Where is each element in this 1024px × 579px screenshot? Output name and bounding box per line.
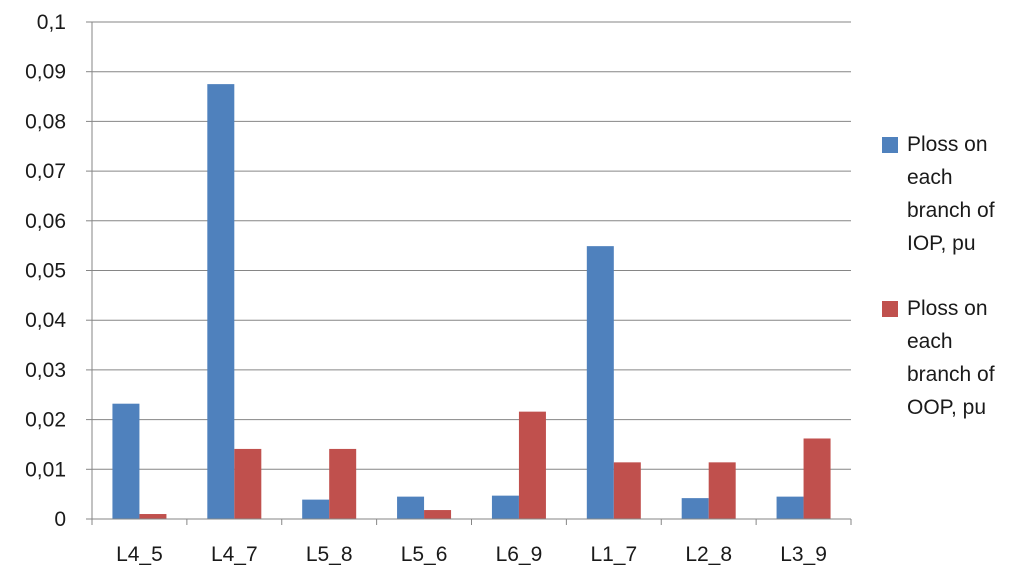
- bar-oop-L1_7: [613, 462, 641, 519]
- x-tick-label: L3_9: [780, 543, 827, 566]
- x-tick-label: L2_8: [685, 543, 732, 566]
- y-tick-label: 0,02: [25, 409, 66, 432]
- bar-oop-L3_9: [803, 438, 831, 519]
- x-tick-label: L6_9: [496, 543, 543, 566]
- x-tick-label: L5_6: [401, 543, 448, 566]
- legend-label-oop: Ploss on each branch of OOP, pu: [907, 297, 995, 419]
- bar-oop-L4_5: [139, 514, 167, 519]
- y-tick-label: 0,09: [25, 61, 66, 84]
- y-tick-label: 0,1: [37, 11, 66, 34]
- x-tick-label: L4_7: [211, 543, 258, 566]
- legend-swatch-oop: [882, 301, 898, 317]
- y-tick-label: 0,01: [25, 458, 66, 481]
- axes: [86, 21, 852, 525]
- bar-iop-L6_9: [491, 495, 519, 519]
- y-tick-label: 0,08: [25, 110, 66, 133]
- x-tick-label: L5_8: [306, 543, 353, 566]
- gridlines: [92, 21, 851, 520]
- bar-iop-L5_6: [397, 496, 425, 519]
- y-tick-label: 0,03: [25, 359, 66, 382]
- legend-label-iop: Ploss on each branch of IOP, pu: [907, 133, 995, 255]
- bar-oop-L5_8: [329, 448, 357, 519]
- bar-iop-L1_7: [586, 246, 614, 519]
- bar-iop-L3_9: [776, 496, 804, 519]
- y-tick-label: 0,05: [25, 260, 66, 283]
- y-tick-label: 0,04: [25, 309, 66, 332]
- bar-iop-L2_8: [681, 498, 709, 519]
- bar-iop-L5_8: [302, 499, 330, 519]
- bar-iop-L4_5: [112, 403, 140, 519]
- bar-oop-L5_6: [424, 510, 452, 519]
- x-tick-labels: L4_5 L4_7 L5_8 L5_6 L6_9 L1_7 L2_8 L3_9: [116, 543, 827, 566]
- bars: [112, 84, 831, 519]
- bar-oop-L6_9: [518, 411, 546, 519]
- y-tick-label: 0: [54, 508, 66, 531]
- legend-swatch-iop: [882, 137, 898, 153]
- y-tick-label: 0,06: [25, 210, 66, 233]
- bar-oop-L4_7: [234, 448, 262, 519]
- x-tick-label: L4_5: [116, 543, 163, 566]
- bar-iop-L4_7: [207, 84, 235, 519]
- y-tick-label: 0,07: [25, 160, 66, 183]
- bar-oop-L2_8: [708, 462, 736, 519]
- y-tick-labels: 0 0,01 0,02 0,03 0,04 0,05 0,06 0,07 0,08 0,09 0,1: [25, 11, 66, 531]
- x-tick-label: L1_7: [590, 543, 637, 566]
